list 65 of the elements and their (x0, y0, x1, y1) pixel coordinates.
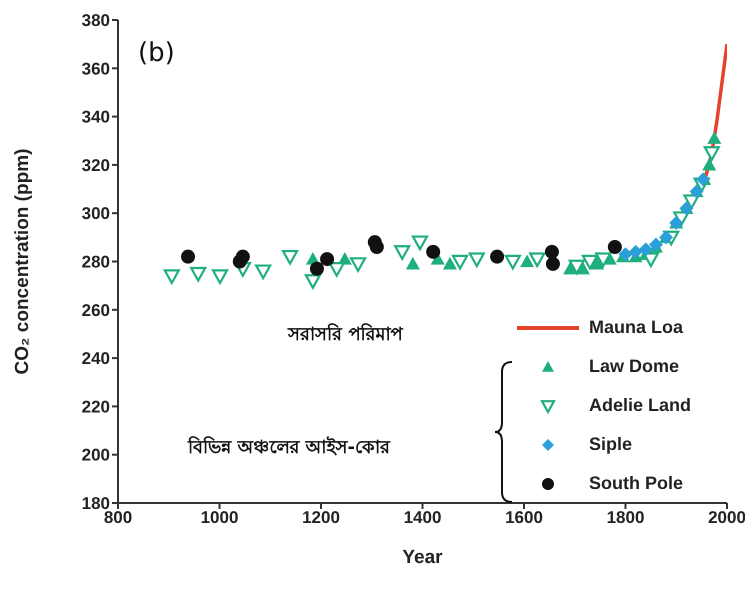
x-tick-label: 1000 (200, 508, 238, 528)
x-axis-title: Year (402, 547, 444, 568)
point (568, 260, 585, 274)
point (529, 252, 546, 268)
point (236, 250, 250, 264)
point (648, 238, 663, 252)
y-tick-label: 320 (82, 156, 110, 175)
point (546, 256, 560, 271)
point (490, 250, 504, 264)
point (704, 146, 720, 161)
point (320, 252, 334, 266)
x-tick-label: 1600 (505, 508, 543, 528)
point (255, 264, 272, 280)
point (707, 131, 722, 144)
y-tick-label: 280 (82, 252, 110, 272)
annotation: সরাসরি পরিমাপ (288, 322, 402, 347)
legend-label: Law Dome (589, 356, 680, 377)
annotation: (b) (138, 38, 175, 68)
point (452, 254, 468, 270)
point (164, 269, 180, 284)
y-tick-label: 300 (82, 204, 110, 224)
x-tick-label: 1800 (606, 508, 644, 528)
y-axis-title: CO₂ concentration (ppm) (12, 148, 33, 374)
point (582, 254, 598, 270)
point (638, 242, 653, 256)
x-tick-label: 1400 (404, 508, 442, 528)
point (310, 262, 324, 276)
point (181, 250, 196, 264)
point (426, 244, 440, 259)
x-tick-label: 2000 (708, 508, 746, 528)
y-tick-label: 240 (82, 349, 110, 368)
y-tick-label: 340 (82, 108, 110, 127)
point (628, 244, 643, 259)
point (608, 240, 622, 254)
point (350, 257, 366, 272)
legend-label: Siple (589, 434, 632, 455)
point (190, 266, 206, 282)
legend-label: Mauna Loa (589, 317, 684, 338)
point (468, 252, 485, 268)
point (520, 254, 534, 268)
point (504, 254, 521, 270)
point (412, 235, 428, 250)
point (394, 245, 410, 260)
point (212, 269, 228, 284)
x-tick-label: 800 (104, 508, 132, 528)
x-tick-label: 1200 (302, 508, 340, 528)
point (544, 244, 559, 259)
point (304, 274, 321, 289)
point (370, 240, 384, 254)
point (642, 252, 659, 268)
legend-label: South Pole (589, 473, 683, 494)
point (618, 247, 632, 262)
annotation: বিভিন্ন অঞ্চলের আইস-কোর (188, 435, 390, 460)
legend-label: Adelie Land (589, 395, 692, 416)
y-tick-label: 360 (82, 59, 110, 78)
y-tick-label: 260 (82, 300, 110, 320)
y-tick-label: 380 (82, 11, 110, 30)
y-tick-label: 200 (82, 446, 110, 465)
y-tick-label: 220 (82, 397, 110, 416)
point (282, 250, 298, 265)
point (328, 262, 345, 277)
point (406, 256, 420, 270)
point (442, 256, 457, 270)
point (595, 252, 612, 268)
point (702, 158, 716, 170)
